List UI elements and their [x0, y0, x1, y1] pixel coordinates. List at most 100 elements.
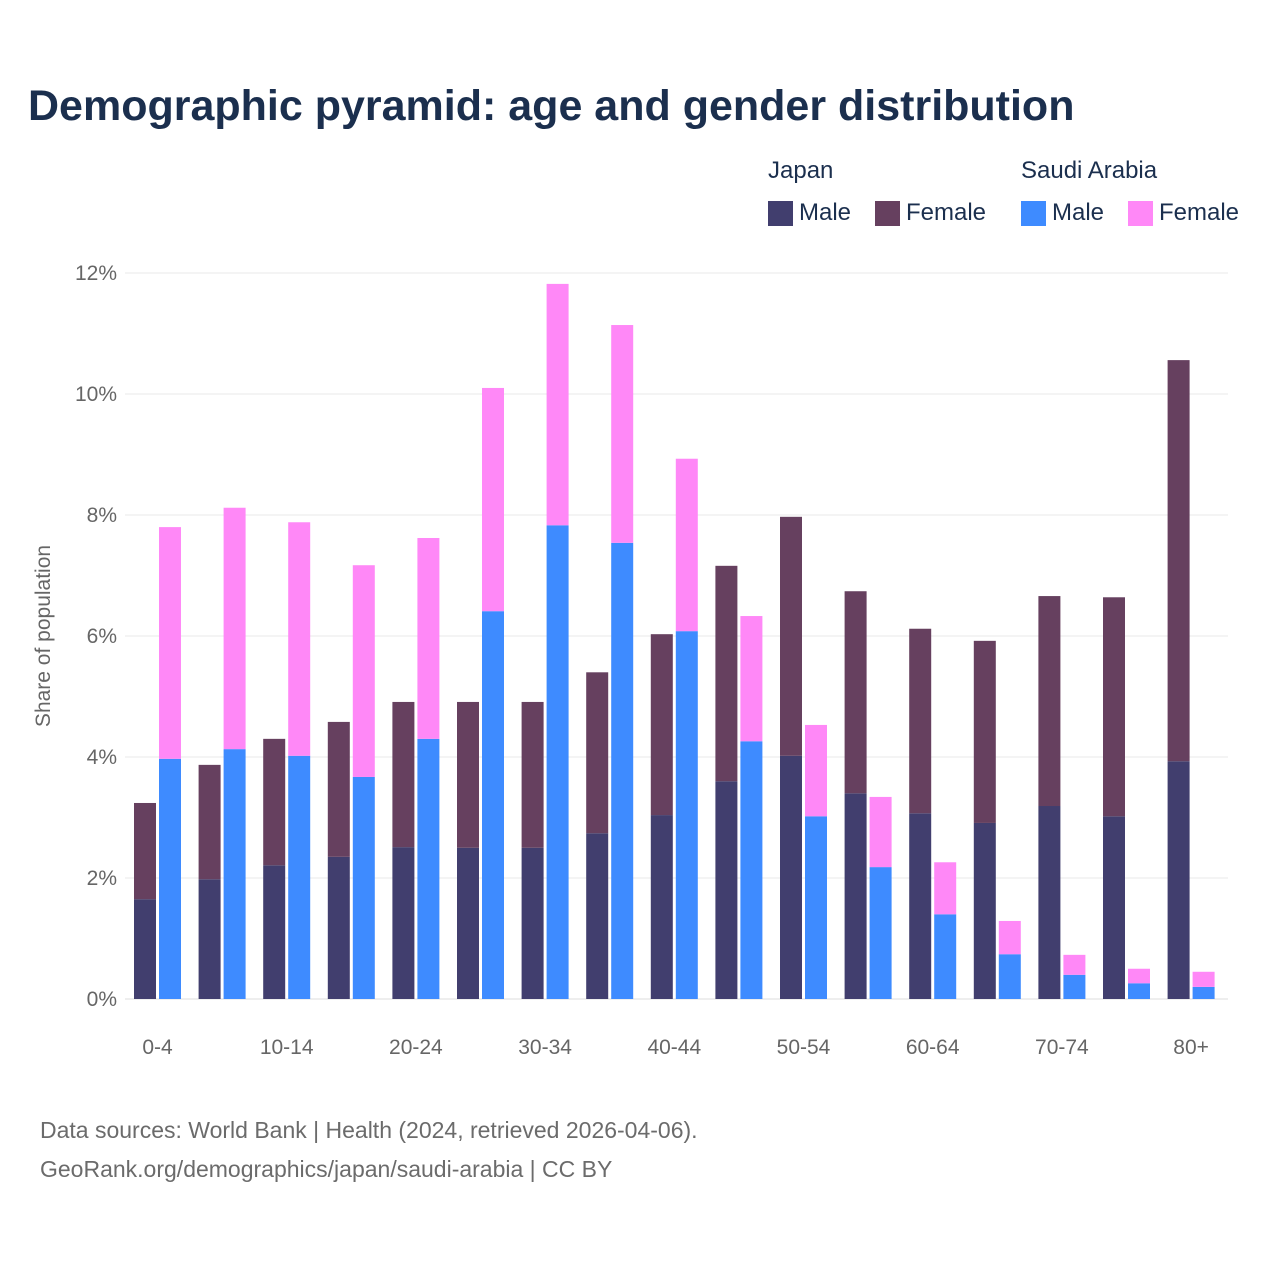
bar-japan-male-55-59[interactable] [844, 793, 867, 999]
legend-label: Female [906, 199, 987, 226]
bar-saudi-arabia-male-70-74[interactable] [1063, 974, 1086, 999]
x-tick-label: 70-74 [1035, 1036, 1089, 1059]
x-tick-label: 50-54 [777, 1036, 831, 1059]
bar-saudi-arabia-male-5-9[interactable] [223, 749, 246, 999]
source-line-1: Data sources: World Bank | Health (2024,… [40, 1117, 698, 1143]
y-tick-label: 12% [75, 262, 117, 285]
bar-saudi-arabia-female-25-29[interactable] [482, 387, 504, 612]
bar-saudi-arabia-male-80+[interactable] [1192, 986, 1215, 999]
bar-japan-female-0-4[interactable] [134, 802, 156, 900]
legend-japan-female[interactable]: Female [875, 199, 986, 227]
bar-japan-male-30-34[interactable] [521, 847, 544, 999]
bar-saudi-arabia-female-45-49[interactable] [740, 616, 763, 742]
bar-saudi-arabia-male-45-49[interactable] [740, 741, 763, 999]
bar-japan-male-80+[interactable] [1167, 761, 1190, 999]
x-tick-label: 10-14 [260, 1036, 314, 1059]
bar-japan-female-80+[interactable] [1167, 360, 1190, 762]
bar-saudi-arabia-female-20-24[interactable] [417, 537, 440, 739]
y-tick-label: 10% [75, 383, 117, 406]
legend-japan-male[interactable]: Male [768, 199, 851, 227]
bar-saudi-arabia-male-25-29[interactable] [482, 611, 504, 999]
bar-saudi-arabia-male-10-14[interactable] [288, 755, 311, 999]
y-tick-label: 2% [87, 867, 117, 890]
legend-group-saudi-arabia: Saudi Arabia [1021, 157, 1158, 184]
bar-japan-female-25-29[interactable] [457, 701, 479, 848]
bar-japan-female-65-69[interactable] [973, 640, 996, 823]
bar-saudi-arabia-female-5-9[interactable] [223, 507, 246, 750]
bar-japan-female-60-64[interactable] [909, 628, 932, 814]
bar-saudi-arabia-female-15-19[interactable] [352, 565, 375, 777]
y-tick-label: 4% [87, 746, 117, 769]
legend-swatch [875, 200, 900, 226]
bar-japan-male-45-49[interactable] [715, 781, 738, 999]
bar-saudi-arabia-male-20-24[interactable] [417, 738, 440, 999]
y-tick-label: 6% [87, 625, 117, 648]
bar-japan-female-5-9[interactable] [198, 764, 221, 880]
bar-saudi-arabia-female-60-64[interactable] [934, 862, 957, 915]
bar-saudi-arabia-female-40-44[interactable] [675, 458, 698, 632]
bar-saudi-arabia-female-75-79[interactable] [1128, 968, 1150, 984]
bar-japan-female-55-59[interactable] [844, 591, 867, 794]
bar-saudi-arabia-male-75-79[interactable] [1128, 983, 1150, 999]
y-axis-label: Share of population [32, 545, 55, 727]
bar-saudi-arabia-male-55-59[interactable] [869, 867, 892, 999]
legend-swatch [1128, 200, 1153, 226]
bar-japan-female-75-79[interactable] [1103, 597, 1125, 817]
x-tick-label: 60-64 [906, 1036, 960, 1059]
bar-japan-female-50-54[interactable] [780, 516, 802, 756]
bar-saudi-arabia-female-55-59[interactable] [869, 796, 892, 868]
bar-japan-female-70-74[interactable] [1038, 596, 1061, 807]
bar-saudi-arabia-female-0-4[interactable] [159, 527, 181, 759]
bar-japan-male-75-79[interactable] [1103, 816, 1125, 999]
bar-saudi-arabia-male-40-44[interactable] [675, 631, 698, 999]
bar-japan-female-10-14[interactable] [263, 738, 286, 866]
bar-saudi-arabia-female-65-69[interactable] [998, 920, 1021, 955]
legend-label: Male [1052, 199, 1105, 226]
bar-japan-male-25-29[interactable] [457, 847, 479, 999]
bar-japan-female-40-44[interactable] [650, 634, 673, 816]
bar-japan-female-15-19[interactable] [327, 721, 350, 857]
bar-japan-male-15-19[interactable] [327, 856, 350, 999]
bar-japan-male-65-69[interactable] [973, 822, 996, 999]
source-line-2: GeoRank.org/demographics/japan/saudi-ara… [40, 1156, 613, 1182]
bar-japan-female-45-49[interactable] [715, 565, 738, 782]
x-tick-label: 80+ [1173, 1036, 1209, 1059]
bar-saudi-arabia-female-35-39[interactable] [611, 325, 634, 543]
legend-group-japan: Japan [768, 157, 834, 184]
chart-title: Demographic pyramid: age and gender dist… [28, 82, 1075, 130]
bar-saudi-arabia-male-60-64[interactable] [934, 914, 957, 999]
bar-japan-male-40-44[interactable] [650, 815, 673, 999]
x-tick-label: 0-4 [142, 1036, 173, 1059]
bar-saudi-arabia-female-80+[interactable] [1192, 971, 1215, 987]
bar-japan-male-5-9[interactable] [198, 879, 221, 999]
legend-label: Female [1159, 199, 1240, 226]
bar-japan-female-30-34[interactable] [521, 701, 544, 848]
bar-saudi-arabia-male-15-19[interactable] [352, 776, 375, 999]
bar-saudi-arabia-female-50-54[interactable] [805, 724, 827, 817]
legend-saudi-female[interactable]: Female [1128, 199, 1239, 227]
bar-japan-male-50-54[interactable] [780, 755, 802, 999]
legend-label: Male [799, 199, 852, 226]
bar-saudi-arabia-female-30-34[interactable] [546, 283, 569, 526]
bar-japan-male-10-14[interactable] [263, 865, 286, 999]
bar-japan-male-20-24[interactable] [392, 847, 415, 999]
bar-saudi-arabia-female-10-14[interactable] [288, 522, 311, 756]
bar-saudi-arabia-male-50-54[interactable] [805, 816, 827, 999]
bar-japan-male-70-74[interactable] [1038, 806, 1061, 999]
bar-saudi-arabia-male-35-39[interactable] [611, 542, 634, 999]
x-tick-label: 40-44 [647, 1036, 701, 1059]
bar-japan-male-60-64[interactable] [909, 813, 932, 999]
bar-saudi-arabia-male-0-4[interactable] [159, 758, 181, 999]
bar-saudi-arabia-male-65-69[interactable] [998, 954, 1021, 999]
bar-japan-female-20-24[interactable] [392, 701, 415, 848]
bar-japan-male-35-39[interactable] [586, 833, 609, 999]
y-tick-label: 8% [87, 504, 117, 527]
bar-saudi-arabia-female-70-74[interactable] [1063, 954, 1086, 975]
bar-japan-male-0-4[interactable] [134, 899, 156, 999]
legend-saudi-male[interactable]: Male [1021, 199, 1104, 227]
bar-japan-female-35-39[interactable] [586, 672, 609, 834]
bar-saudi-arabia-male-30-34[interactable] [546, 525, 569, 999]
y-tick-label: 0% [87, 988, 117, 1011]
x-tick-label: 30-34 [518, 1036, 572, 1059]
